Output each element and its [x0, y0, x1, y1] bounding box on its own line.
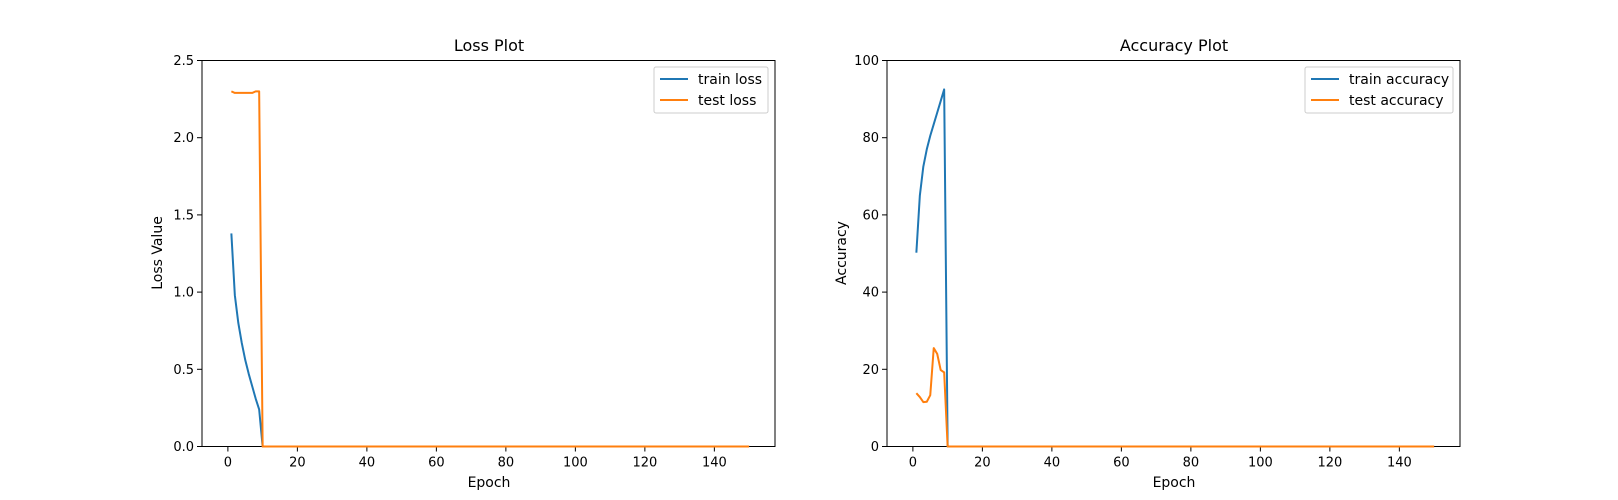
x-tick-label: 40	[359, 456, 376, 471]
y-tick-label: 1.5	[173, 208, 194, 223]
series-group	[230, 90, 750, 448]
x-tick-label: 140	[1387, 456, 1412, 471]
x-tick-label: 120	[632, 456, 657, 471]
x-tick-label: 20	[289, 456, 306, 471]
x-tick-label: 80	[1183, 456, 1200, 471]
series-line	[915, 88, 1435, 448]
tick-group: 0 20 40 60 80 100 120 140 0.0 0.5 1.0 1.5 2.0 2.5	[173, 54, 726, 471]
legend: train accuracy test accuracy	[1304, 66, 1454, 114]
y-tick-label: 20	[862, 363, 879, 378]
legend-label: train accuracy	[1349, 72, 1449, 88]
legend-label: train loss	[698, 72, 762, 88]
legend-box	[1304, 66, 1454, 114]
x-axis-label: Epoch	[468, 475, 511, 491]
series-group	[915, 88, 1435, 448]
plot-area-frame	[201, 60, 776, 447]
legend: train loss test loss	[653, 66, 769, 114]
plot-area-frame	[886, 60, 1461, 447]
x-tick-label: 20	[974, 456, 991, 471]
x-tick-label: 100	[1248, 456, 1273, 471]
chart-title: Loss Plot	[454, 36, 524, 55]
y-tick-label: 2.0	[173, 131, 194, 146]
x-tick-label: 40	[1044, 456, 1061, 471]
tick-group: 0 20 40 60 80 100 120 140 0 20 40 60 80 100	[854, 54, 1412, 471]
accuracy-chart: Accuracy Plot Epoch Accuracy 0 20 40 60 80 10…	[834, 36, 1461, 491]
y-tick-label: 0.0	[173, 440, 194, 455]
x-tick-label: 0	[909, 456, 917, 471]
x-tick-label: 80	[498, 456, 515, 471]
x-tick-label: 60	[428, 456, 445, 471]
y-tick-label: 80	[862, 131, 879, 146]
series-line	[230, 90, 750, 448]
y-tick-label: 0.5	[173, 363, 194, 378]
y-tick-label: 40	[862, 286, 879, 301]
series-line	[915, 347, 1435, 448]
legend-label: test loss	[698, 93, 756, 109]
y-tick-label: 0	[871, 440, 879, 455]
x-tick-label: 120	[1317, 456, 1342, 471]
legend-label: test accuracy	[1349, 93, 1444, 109]
y-axis-label: Accuracy	[834, 221, 850, 285]
series-line	[230, 233, 750, 448]
x-tick-label: 100	[563, 456, 588, 471]
loss-chart: Loss Plot Epoch Loss Value 0 20 40 60 80 100 1…	[150, 36, 776, 491]
y-tick-label: 60	[862, 208, 879, 223]
chart-title: Accuracy Plot	[1120, 36, 1228, 55]
y-tick-label: 100	[854, 54, 879, 69]
y-axis-label: Loss Value	[150, 216, 166, 290]
x-tick-label: 60	[1113, 456, 1130, 471]
x-tick-label: 0	[224, 456, 232, 471]
x-axis-label: Epoch	[1153, 475, 1196, 491]
x-tick-label: 140	[702, 456, 727, 471]
y-tick-label: 1.0	[173, 286, 194, 301]
y-tick-label: 2.5	[173, 54, 194, 69]
